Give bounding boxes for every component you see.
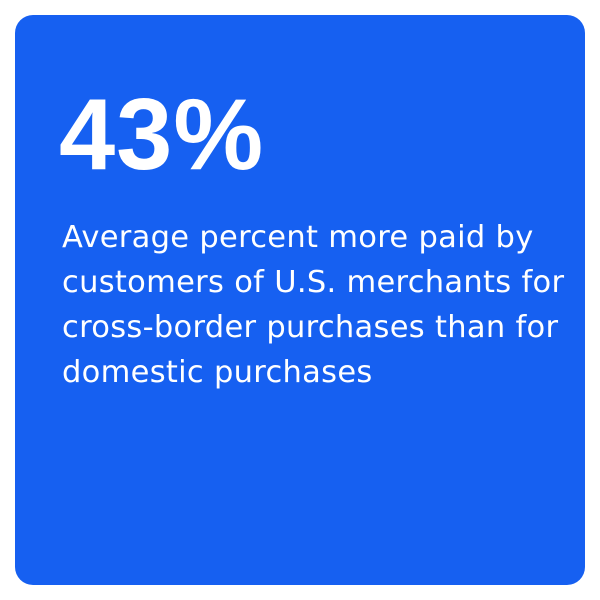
stat-card: 43% Average percent more paid by custome… [15, 15, 585, 585]
stat-description: Average percent more paid by customers o… [62, 220, 565, 390]
stat-value: 43% [59, 79, 265, 191]
